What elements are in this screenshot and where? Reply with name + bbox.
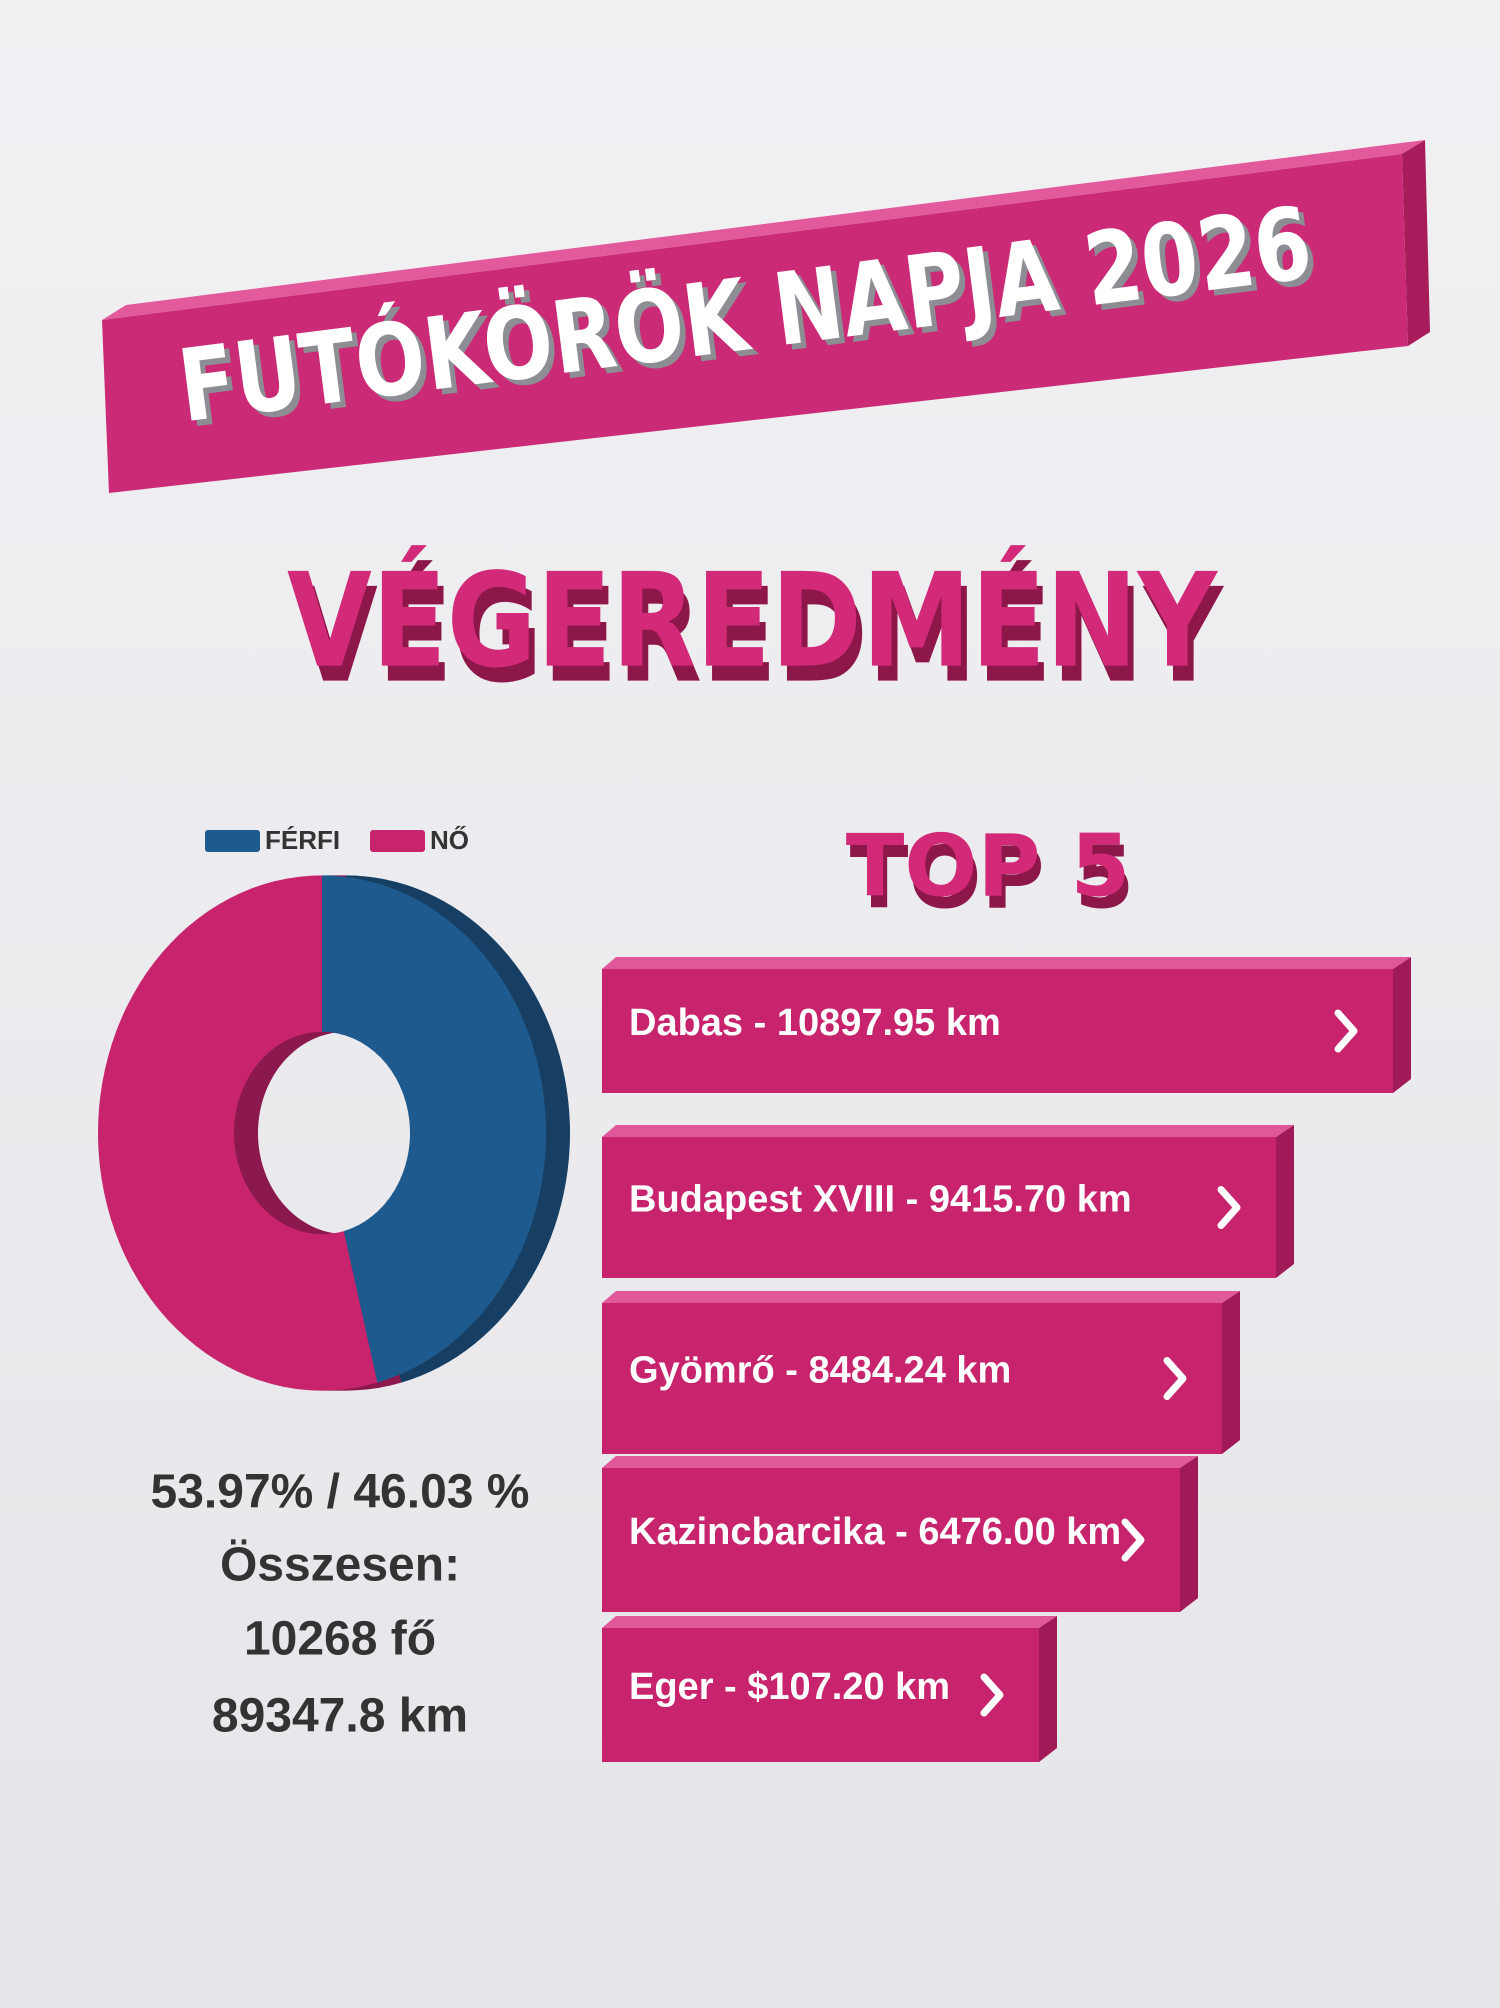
item-side [1222,1291,1240,1454]
top5-item[interactable]: Kazincbarcika - 6476.00 km [602,1456,1198,1612]
item-top [602,957,1411,969]
top5-list: Dabas - 10897.95 km Budapest XVIII - 9415… [602,957,1411,1762]
top5-title: TOP 5 [846,816,1131,916]
item-top [602,1125,1294,1137]
chevron [1334,1009,1358,1053]
item-label: Dabas - 10897.95 km [629,1002,1001,1044]
item-face [602,1468,1180,1612]
item-side [1393,957,1411,1093]
top5-item[interactable]: Budapest XVIII - 9415.70 km [602,1125,1294,1278]
item-side [1276,1125,1294,1278]
item-side [1180,1456,1198,1612]
item-top [602,1291,1240,1303]
ratio: 53.97% / 46.03 % [151,1466,530,1519]
item-top [602,1456,1198,1468]
legend-label: NŐ [430,825,469,855]
item-face [602,1303,1222,1454]
distance: 89347.8 km [212,1690,468,1743]
donut-slice [322,875,546,1383]
chevron [1217,1186,1241,1229]
item-top [602,1616,1057,1628]
item-label: Eger - $107.20 km [629,1666,950,1708]
chevron [1121,1518,1145,1562]
top5-item[interactable]: Eger - $107.20 km [602,1616,1057,1762]
banner-top [102,140,1425,320]
top5-title-shadow: TOP 5 [850,828,1135,928]
item-face [602,969,1393,1093]
banner [102,154,1408,493]
item-face [602,1628,1039,1762]
top5-item[interactable]: Dabas - 10897.95 km [602,957,1411,1093]
people: 10268 fő [244,1613,436,1666]
chevron [980,1673,1004,1717]
subtitle: VÉGEREDMÉNY [287,545,1219,697]
legend-swatch [205,830,260,852]
item-label: Kazincbarcika - 6476.00 km [629,1511,1121,1553]
item-face [602,1137,1276,1278]
item-label: Budapest XVIII - 9415.70 km [629,1179,1132,1221]
legend-swatch [370,830,425,852]
subtitle-shadow: VÉGEREDMÉNY [293,560,1225,712]
legend-label: FÉRFI [265,825,340,855]
top5-item[interactable]: Gyömrő - 8484.24 km [602,1291,1240,1454]
item-label: Gyömrő - 8484.24 km [629,1350,1011,1392]
total-label: Összesen: [220,1539,460,1592]
donut-chart: FÉRFI NŐ [98,825,570,1391]
banner-side [1402,140,1430,346]
donut-slice [98,875,378,1391]
chevron [1163,1357,1187,1400]
item-side [1039,1616,1057,1762]
